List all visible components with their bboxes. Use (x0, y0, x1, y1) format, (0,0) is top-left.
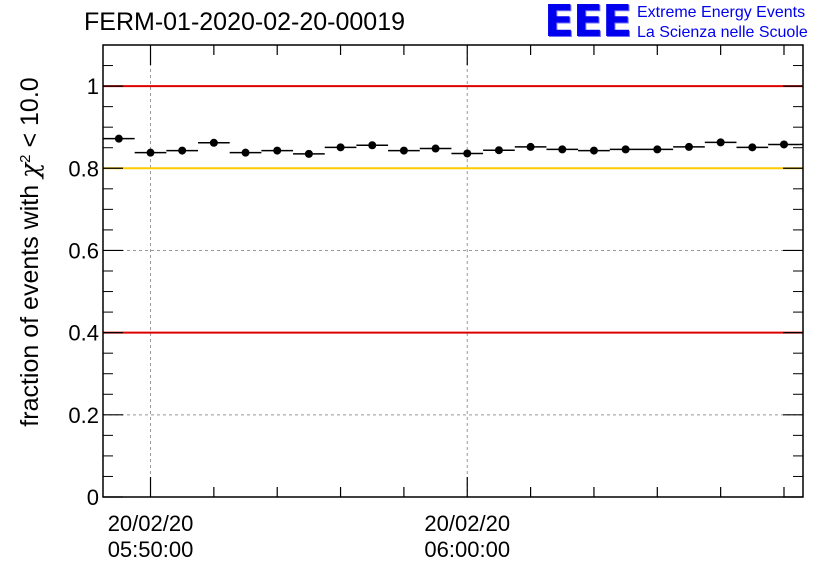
y-tick-label: 0.4 (68, 321, 99, 346)
x-tick-label-date: 20/02/20 (108, 511, 194, 536)
data-point (716, 138, 725, 147)
run-title: FERM-01-2020-02-20-00019 (84, 8, 406, 36)
x-tick-label-time: 06:00:00 (424, 537, 510, 562)
eee-logo-line1: Extreme Energy Events (637, 4, 806, 21)
eee-logo-line2: La Scienza nelle Scuole (637, 24, 808, 41)
data-point (653, 145, 662, 154)
frame-layer (102, 44, 804, 498)
x-tick-label-time: 05:50:00 (108, 537, 194, 562)
data-point (241, 148, 250, 157)
data-point (178, 146, 187, 155)
data-point (589, 146, 598, 155)
data-point (304, 149, 313, 158)
y-tick-label: 1 (87, 74, 99, 99)
data-point (336, 143, 345, 152)
data-point (114, 134, 123, 143)
data-point (748, 143, 757, 152)
data-point (463, 149, 472, 158)
data-point (368, 141, 377, 150)
plot-frame (102, 44, 804, 498)
grid-layer (103, 45, 803, 497)
y-tick-label: 0 (87, 485, 99, 510)
y-axis-label-suffix: < 10.0 (16, 77, 44, 154)
data-point (399, 146, 408, 155)
x-tick-label-date: 20/02/20 (424, 511, 510, 536)
data-point (684, 142, 693, 151)
y-axis-label: fraction of events with χ2 < 10.0 (15, 77, 44, 426)
y-tick-label: 0.2 (68, 403, 99, 428)
label-layer: 00.20.40.60.8120/02/2005:50:0020/02/2006… (68, 74, 510, 562)
data-point (146, 148, 155, 157)
tick-layer (103, 44, 803, 498)
data-layer (103, 134, 803, 158)
y-axis-label-symbol: χ (15, 161, 44, 180)
data-point (209, 138, 218, 147)
data-point (494, 146, 503, 155)
data-point (431, 144, 440, 153)
y-tick-label: 0.8 (68, 156, 99, 181)
y-tick-label: 0.6 (68, 238, 99, 263)
y-axis-label-prefix: fraction of events with (16, 178, 44, 427)
data-point (273, 146, 282, 155)
y-axis-label-sup: 2 (17, 154, 34, 162)
data-point (621, 145, 630, 154)
eee-logo-text: EEE (544, 0, 632, 47)
data-point (558, 145, 567, 154)
data-point (526, 142, 535, 151)
data-point (779, 140, 788, 149)
threshold-layer (103, 85, 803, 334)
